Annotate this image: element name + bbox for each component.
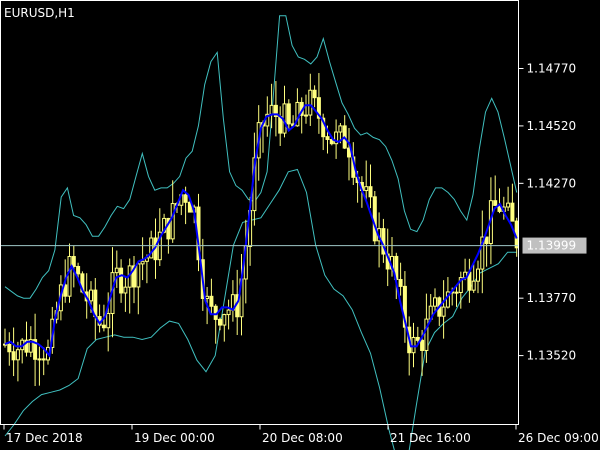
candle-body — [312, 89, 317, 99]
candle-body — [325, 136, 330, 140]
candle-body — [308, 89, 313, 116]
candle-body — [364, 186, 369, 192]
lower-band — [4, 168, 517, 450]
candle-body — [123, 286, 128, 294]
centre-line — [4, 104, 518, 358]
candle-body — [226, 309, 231, 316]
chart-title: EURUSD,H1 — [4, 6, 75, 20]
candle-body — [316, 97, 321, 119]
candle-body — [402, 285, 407, 328]
current-price-tag: 1.13999 — [522, 237, 587, 254]
y-axis: 1.14770 1.14520 1.14270 1.13770 1.13520 — [518, 61, 577, 363]
candle-body — [424, 318, 429, 351]
x-tick-label: 21 Dec 16:00 — [390, 431, 471, 445]
candle-body — [218, 318, 222, 326]
candle-body — [114, 267, 119, 274]
candle-body — [334, 131, 339, 145]
candle-body — [205, 295, 210, 299]
candle-body — [67, 256, 72, 297]
candle-body — [398, 278, 403, 287]
bands-layer — [4, 15, 518, 450]
candle-body — [24, 339, 29, 353]
candle-body — [433, 297, 437, 307]
candle-body — [506, 202, 511, 208]
candle-body — [71, 256, 76, 267]
candle-body — [329, 138, 334, 145]
candle-body — [480, 236, 485, 270]
y-tick-label: 1.13520 — [527, 349, 577, 363]
candle-body — [454, 291, 459, 294]
candle-body — [458, 277, 463, 293]
y-tick-label: 1.14770 — [527, 61, 577, 75]
candle-body — [166, 217, 171, 240]
current-price-label: 1.13999 — [527, 239, 577, 253]
candle-body — [269, 104, 274, 115]
candle-body — [63, 284, 68, 297]
candle-body — [76, 265, 81, 275]
candle-body — [273, 104, 278, 117]
candle-body — [7, 343, 12, 353]
candle-body — [304, 114, 308, 117]
candle-body — [119, 267, 124, 294]
candle-body — [415, 336, 420, 341]
candle-body — [368, 186, 373, 198]
x-tick-label: 20 Dec 08:00 — [262, 431, 343, 445]
candle-body — [170, 203, 175, 240]
current-price-tag-bg — [522, 237, 587, 254]
centre-line-layer — [4, 104, 518, 358]
y-tick-label: 1.14520 — [527, 119, 577, 133]
candle-body — [411, 336, 416, 354]
candle-body — [132, 265, 136, 288]
candle-body — [15, 349, 20, 361]
candle-body — [37, 358, 42, 361]
candle-body — [3, 343, 7, 346]
candle-body — [476, 268, 480, 282]
candle-body — [286, 103, 291, 125]
x-tick-label: 19 Dec 00:00 — [134, 431, 215, 445]
y-tick-label: 1.14270 — [527, 176, 577, 190]
x-tick-label: 17 Dec 2018 — [6, 431, 83, 445]
candle-body — [321, 117, 326, 138]
candle-body — [89, 289, 93, 302]
candle-body — [140, 260, 145, 265]
candle-body — [338, 125, 343, 133]
candle-body — [510, 202, 515, 222]
candle-body — [187, 201, 192, 213]
candle-body — [278, 115, 283, 134]
candle-body — [441, 306, 446, 317]
candle-body — [11, 351, 16, 361]
candle-body — [149, 237, 154, 259]
candle-body — [420, 339, 425, 351]
candle-body — [347, 147, 351, 158]
candle-body — [101, 324, 106, 329]
x-tick-label: 26 Dec 09:00 — [518, 431, 599, 445]
x-axis: 17 Dec 2018 19 Dec 00:00 20 Dec 08:00 21 De… — [3, 424, 599, 445]
candle-body — [484, 236, 489, 245]
candle-body — [106, 313, 111, 329]
candle-body — [372, 196, 377, 242]
candle-body — [41, 358, 46, 361]
y-tick-label: 1.13770 — [527, 291, 577, 305]
candle-body — [183, 194, 188, 203]
candle-body — [222, 314, 227, 326]
upper-band — [4, 15, 518, 299]
candle-body — [209, 295, 214, 307]
candle-body — [136, 263, 141, 288]
candle-body — [493, 200, 498, 206]
candle-body — [28, 339, 33, 353]
candle-body — [33, 339, 38, 360]
candle-body — [471, 280, 476, 291]
